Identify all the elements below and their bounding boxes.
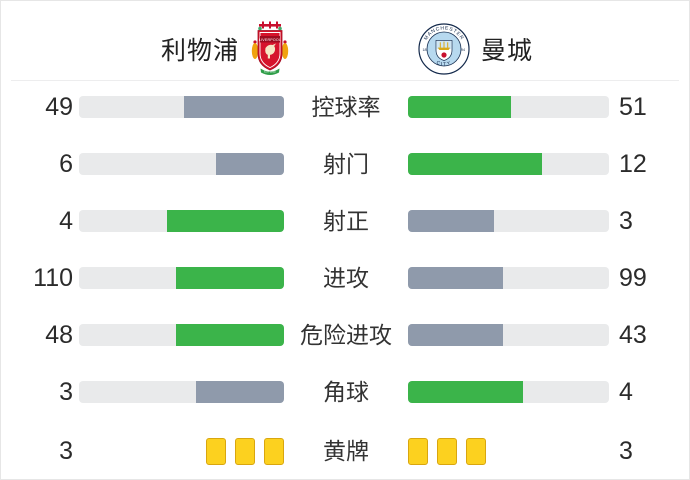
away-bar-fill	[408, 96, 511, 118]
stat-label: 危险进攻	[300, 322, 392, 348]
yellow-card-icon	[206, 438, 226, 465]
svg-text:CITY: CITY	[435, 60, 452, 68]
liverpool-crest-icon: LIVERPOOL EST 1892	[251, 21, 289, 75]
home-bar	[79, 267, 284, 289]
away-bar-fill	[408, 210, 495, 232]
home-bar-fill	[166, 210, 284, 232]
svg-text:94: 94	[461, 48, 465, 52]
stat-row: 4 射正 3	[1, 207, 689, 235]
home-team-name: 利物浦	[161, 37, 240, 65]
stat-row: 110 进攻 99	[1, 264, 689, 292]
svg-text:18: 18	[423, 48, 427, 52]
away-value: 43	[619, 321, 647, 349]
home-value: 3	[59, 378, 73, 406]
stat-row: 48 危险进攻 43	[1, 321, 689, 349]
home-value: 110	[33, 264, 73, 292]
svg-text:EST 1892: EST 1892	[264, 69, 276, 73]
away-bar	[408, 153, 609, 175]
manchester-city-crest-icon: MANCHESTER CITY 18 94	[418, 23, 470, 75]
away-bar	[408, 438, 609, 465]
stat-label: 黄牌	[323, 438, 369, 464]
away-value: 51	[619, 93, 647, 121]
svg-text:LIVERPOOL: LIVERPOOL	[259, 37, 281, 41]
home-value: 48	[45, 321, 73, 349]
away-bar-fill	[408, 267, 504, 289]
home-bar	[79, 324, 284, 346]
away-bar-fill	[408, 153, 542, 175]
stat-label: 进攻	[323, 265, 369, 291]
away-value: 12	[619, 150, 647, 178]
home-bar	[79, 381, 284, 403]
yellow-card-icon	[235, 438, 255, 465]
yellow-card-icon	[437, 438, 457, 465]
home-value: 3	[59, 437, 73, 465]
stat-label: 射门	[323, 151, 369, 177]
away-bar	[408, 210, 609, 232]
home-bar	[79, 96, 284, 118]
home-bar	[79, 438, 284, 465]
home-value: 4	[59, 207, 73, 235]
stat-label: 角球	[323, 379, 369, 405]
yellow-card-icon	[264, 438, 284, 465]
yellow-card-icon	[466, 438, 486, 465]
away-value: 99	[619, 264, 647, 292]
header-divider	[11, 80, 679, 81]
stat-label: 射正	[323, 208, 369, 234]
home-bar-fill	[215, 153, 284, 175]
home-bar-fill	[175, 324, 284, 346]
stat-row: 49 控球率 51	[1, 93, 689, 121]
home-value: 49	[45, 93, 73, 121]
home-bar	[79, 210, 284, 232]
away-bar	[408, 381, 609, 403]
stat-row: 6 射门 12	[1, 150, 689, 178]
stat-row: 3 角球 4	[1, 378, 689, 406]
stat-label: 控球率	[311, 94, 381, 120]
away-value: 3	[619, 437, 633, 465]
away-bar	[408, 267, 609, 289]
home-bar-fill	[183, 96, 284, 118]
away-bar	[408, 96, 609, 118]
away-team-header: MANCHESTER CITY 18 94 曼城	[418, 19, 533, 79]
away-value: 3	[619, 207, 633, 235]
home-bar-fill	[196, 381, 284, 403]
home-team-header: 利物浦 LIVERPOOL EST 1892	[161, 19, 290, 79]
yellow-card-icon	[408, 438, 428, 465]
away-bar	[408, 324, 609, 346]
away-team-name: 曼城	[481, 37, 534, 65]
away-bar-fill	[408, 324, 503, 346]
home-bar	[79, 153, 284, 175]
away-bar-fill	[408, 381, 523, 403]
home-bar-fill	[176, 267, 284, 289]
stat-row: 3 黄牌 3	[1, 438, 689, 465]
away-value: 4	[619, 378, 633, 406]
home-value: 6	[59, 150, 73, 178]
